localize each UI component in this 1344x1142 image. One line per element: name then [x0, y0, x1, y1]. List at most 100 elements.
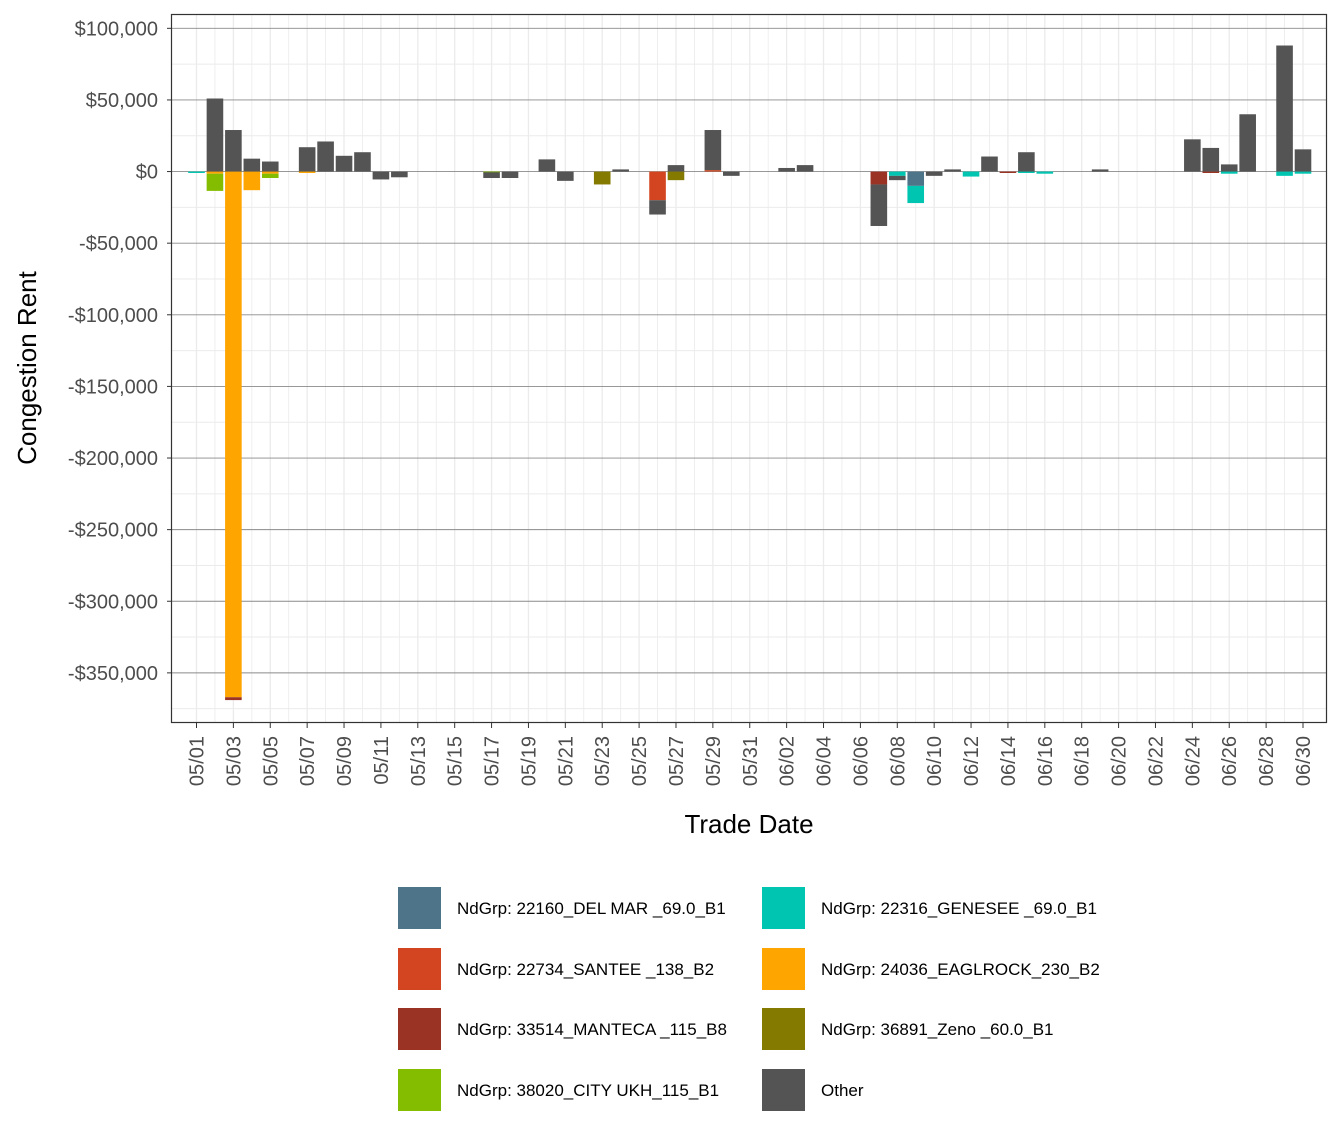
- x-tick-label: 05/31: [740, 736, 762, 786]
- bar-segment: [593, 171, 611, 185]
- legend-label: NdGrp: 22160_DEL MAR _69.0_B1: [457, 899, 726, 918]
- x-tick-label: 06/30: [1293, 736, 1315, 786]
- y-tick-label: -$200,000: [68, 448, 158, 470]
- bar-segment: [317, 141, 334, 172]
- x-axis: 05/01 05/03 05/05 05/07 05/09 05/11 05/13 05/15…: [187, 723, 1315, 786]
- legend-swatch: [762, 1008, 805, 1050]
- bar-segment: [261, 173, 279, 179]
- x-tick-label: 05/19: [518, 736, 540, 786]
- x-tick-label: 05/15: [445, 736, 467, 786]
- bar-segment: [1018, 152, 1035, 172]
- legend-swatch: [398, 1069, 441, 1111]
- y-tick-label: $100,000: [75, 18, 158, 40]
- y-tick-label: -$300,000: [68, 591, 158, 613]
- x-tick-label: 05/05: [260, 736, 282, 786]
- bar-segment: [1220, 164, 1238, 172]
- x-tick-label: 05/27: [666, 736, 688, 786]
- bar-segment: [243, 171, 261, 191]
- bar-segment: [354, 152, 371, 172]
- x-tick-label: 05/03: [223, 736, 245, 786]
- bar-segment: [704, 170, 722, 172]
- bar-segment: [870, 184, 888, 226]
- legend-item: NdGrp: 36891_Zeno _60.0_B1: [762, 1008, 1054, 1050]
- legend-label: NdGrp: 33514_MANTECA _115_B8: [457, 1020, 727, 1039]
- x-tick-label: 06/04: [814, 736, 836, 786]
- bar-segment: [483, 172, 500, 179]
- y-tick-label: -$250,000: [68, 520, 158, 542]
- legend-item: NdGrp: 33514_MANTECA _115_B8: [398, 1008, 727, 1050]
- bar-segment: [261, 171, 279, 174]
- bar-segment: [907, 171, 925, 186]
- x-tick-label: 06/26: [1219, 736, 1241, 786]
- x-tick-label: 05/01: [187, 736, 209, 786]
- y-tick-label: $50,000: [86, 90, 158, 112]
- bar-segment: [1184, 139, 1201, 172]
- legend-label: NdGrp: 38020_CITY UKH_115_B1: [457, 1081, 719, 1100]
- bar-segment: [649, 171, 666, 201]
- bar-segment: [298, 147, 316, 172]
- bar-segment: [188, 171, 205, 173]
- legend-swatch: [398, 1008, 441, 1050]
- x-tick-label: 05/07: [297, 736, 319, 786]
- bar-segment: [888, 175, 906, 181]
- legend-item: NdGrp: 24036_EAGLROCK_230_B2: [762, 948, 1100, 990]
- x-tick-label: 05/11: [371, 736, 393, 785]
- y-axis: $100,000 $50,000 $0 -$50,000 -$100,000 -$150,…: [68, 18, 172, 685]
- legend-label: NdGrp: 22734_SANTEE _138_B2: [457, 960, 714, 979]
- bar-segment: [501, 171, 519, 179]
- x-tick-label: 05/13: [408, 736, 430, 786]
- legend-label: NdGrp: 36891_Zeno _60.0_B1: [821, 1020, 1054, 1039]
- x-tick-label: 05/21: [555, 736, 577, 786]
- x-tick-label: 06/08: [887, 736, 909, 786]
- bar-segment: [999, 171, 1017, 173]
- bar-segment: [796, 165, 814, 172]
- grid-lines: [172, 14, 1327, 723]
- legend-item: NdGrp: 22734_SANTEE _138_B2: [398, 948, 714, 990]
- x-tick-label: 06/20: [1109, 736, 1131, 786]
- bar-segment: [704, 130, 722, 171]
- bar-segment: [557, 171, 574, 181]
- x-tick-label: 06/14: [998, 736, 1020, 786]
- bar-segment: [298, 171, 316, 173]
- bar-segment: [206, 173, 224, 191]
- bar-segment: [667, 171, 685, 181]
- bar-segment: [778, 167, 795, 172]
- x-tick-label: 06/18: [1072, 736, 1094, 786]
- bar-segment: [1202, 147, 1220, 172]
- y-axis-title: Congestion Rent: [12, 270, 42, 464]
- bar-segment: [1220, 171, 1238, 174]
- plot-panel-border: [170, 13, 1328, 724]
- bar-segment: [649, 200, 666, 215]
- legend: NdGrp: 22160_DEL MAR _69.0_B1 NdGrp: 2231…: [398, 887, 1100, 1111]
- x-tick-label: 06/22: [1145, 736, 1167, 786]
- bar-segment: [391, 171, 408, 178]
- x-tick-label: 06/28: [1256, 736, 1278, 786]
- y-tick-label: -$100,000: [68, 305, 158, 327]
- bar-segment: [225, 171, 242, 698]
- bar-segment: [1239, 114, 1256, 172]
- legend-swatch: [762, 1069, 805, 1111]
- y-tick-label: -$50,000: [79, 233, 158, 255]
- bar-segment: [981, 156, 998, 172]
- bar-segment: [962, 171, 980, 177]
- bar-segment: [1018, 171, 1035, 173]
- x-tick-label: 05/09: [334, 736, 356, 786]
- bar-segment: [243, 158, 261, 172]
- legend-item: NdGrp: 22160_DEL MAR _69.0_B1: [398, 887, 726, 929]
- legend-label: NdGrp: 24036_EAGLROCK_230_B2: [821, 960, 1100, 979]
- legend-item: NdGrp: 22316_GENESEE _69.0_B1: [762, 887, 1097, 929]
- x-tick-label: 06/12: [961, 736, 983, 786]
- y-tick-label: -$350,000: [68, 663, 158, 685]
- bar-segment: [1036, 171, 1054, 174]
- bar-segment: [1276, 45, 1293, 172]
- bar-segment: [1276, 171, 1293, 176]
- bar-segment: [667, 165, 685, 172]
- bar-segment: [372, 171, 390, 180]
- legend-swatch: [398, 948, 441, 990]
- bar-segment: [538, 159, 556, 172]
- bar-segment: [261, 161, 279, 172]
- bar-segment: [907, 185, 925, 204]
- legend-swatch: [762, 887, 805, 929]
- bar-segment: [225, 697, 242, 701]
